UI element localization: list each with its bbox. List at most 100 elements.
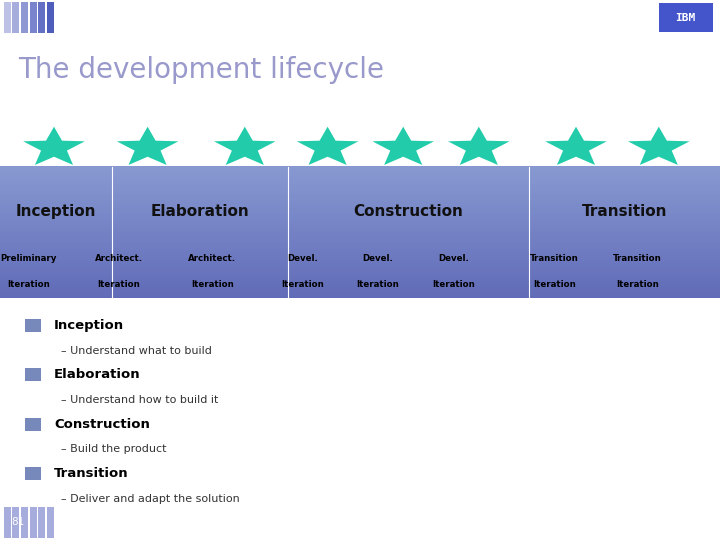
Bar [0,285,720,287]
Polygon shape [372,127,434,165]
Text: Elaboration: Elaboration [150,204,249,219]
Bar [0,214,720,217]
Text: © 2004 IBM Corporation: © 2004 IBM Corporation [599,518,709,527]
Text: Preliminary: Preliminary [1,254,57,263]
Bar [38,2,45,33]
Text: Transition: Transition [613,254,662,263]
Bar [0,280,720,283]
Bar [21,507,28,538]
Bar [0,262,720,265]
Bar [0,227,720,230]
Bar [0,241,720,244]
Bar [0,186,720,188]
Bar [0,181,720,184]
Text: Construction: Construction [354,204,464,219]
Text: – Deliver and adapt the solution: – Deliver and adapt the solution [61,494,240,504]
Text: 81: 81 [11,517,24,528]
Bar [0,223,720,226]
Text: Devel.: Devel. [287,254,318,263]
Text: Transition: Transition [530,254,579,263]
Text: Iteration: Iteration [533,280,576,288]
Bar [0,278,720,281]
Polygon shape [214,127,276,165]
Bar [0,173,720,176]
Text: Iteration: Iteration [616,280,659,288]
Bar [0,201,720,204]
Polygon shape [545,127,607,165]
Bar [0,274,720,276]
Bar [0,258,720,261]
Text: Devel.: Devel. [363,254,393,263]
Bar [0,232,720,234]
Bar [21,2,28,33]
Bar [0,245,720,248]
Text: IBM: IBM [675,12,696,23]
Polygon shape [23,127,85,165]
Text: Iteration: Iteration [432,280,475,288]
Bar [0,197,720,200]
Bar [0,166,720,169]
Bar [47,2,54,33]
Text: Iteration: Iteration [191,280,234,288]
Bar [0,269,720,272]
Bar [0,260,720,263]
Bar [0,291,720,294]
Bar [0,168,720,171]
Text: Transition: Transition [582,204,667,219]
Polygon shape [628,127,690,165]
Text: Architect.: Architect. [189,254,236,263]
Bar [0,206,720,208]
Bar [0,289,720,292]
Text: Inception: Inception [54,319,124,332]
Bar [0,204,720,206]
Bar [0,217,720,219]
Polygon shape [297,127,359,165]
Bar [25,417,41,431]
Bar [0,295,720,298]
Bar [659,3,713,32]
Bar [0,190,720,193]
Text: – Understand how to build it: – Understand how to build it [61,395,219,405]
Bar [0,230,720,232]
Bar [0,249,720,252]
Text: The development lifecycle: The development lifecycle [18,56,384,84]
Text: Iteration: Iteration [281,280,324,288]
Bar [4,2,11,33]
Bar [0,212,720,215]
Bar [0,171,720,173]
Bar [25,368,41,381]
Text: Devel.: Devel. [438,254,469,263]
Bar [0,177,720,180]
Bar [0,287,720,289]
Polygon shape [117,127,179,165]
Bar [0,221,720,224]
Text: IBM Software Group | Rational software: IBM Software Group | Rational software [81,12,272,23]
Bar [0,243,720,246]
Bar [0,192,720,195]
Bar [0,252,720,254]
Bar [0,276,720,279]
Bar [0,199,720,202]
Bar [0,210,720,213]
Bar [0,188,720,191]
Bar [0,179,720,182]
Bar [0,219,720,221]
Bar [30,2,37,33]
Bar [12,2,19,33]
Bar [0,184,720,186]
Bar [0,282,720,285]
Text: Elaboration: Elaboration [54,368,140,381]
Bar [0,195,720,197]
Text: – Understand what to build: – Understand what to build [61,346,212,356]
Bar [38,507,45,538]
Bar [25,467,41,480]
Bar [0,208,720,211]
Text: Iteration: Iteration [356,280,400,288]
Bar [25,319,41,332]
Bar [0,247,720,250]
Bar [0,225,720,228]
Bar [0,265,720,267]
Bar [0,234,720,237]
Bar [0,267,720,269]
Bar [0,237,720,239]
